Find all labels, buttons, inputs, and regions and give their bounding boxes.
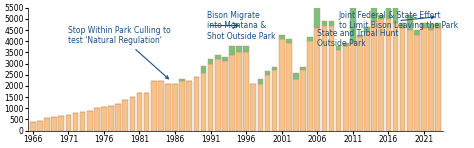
- Bar: [307, 41, 313, 131]
- Bar: [385, 19, 391, 131]
- Bar: [215, 55, 220, 59]
- Bar: [321, 21, 327, 26]
- Bar: [201, 73, 206, 131]
- Bar: [115, 104, 121, 131]
- Bar: [293, 73, 299, 79]
- Bar: [414, 34, 419, 131]
- Bar: [172, 84, 178, 131]
- Bar: [407, 30, 412, 131]
- Text: Bison Migrate
into Montana &
Shot Outside Park: Bison Migrate into Montana & Shot Outsid…: [207, 11, 275, 41]
- Bar: [314, 28, 320, 131]
- Bar: [73, 113, 78, 131]
- Bar: [435, 23, 441, 28]
- Bar: [336, 50, 341, 131]
- Bar: [343, 46, 348, 131]
- Bar: [208, 59, 213, 64]
- Bar: [243, 52, 249, 131]
- Bar: [222, 57, 228, 61]
- Bar: [101, 107, 107, 131]
- Text: Stop Within Park Culling to
test 'Natural Regulation': Stop Within Park Culling to test 'Natura…: [68, 26, 171, 79]
- Text: State and Tribal Hunt
Outside Park: State and Tribal Hunt Outside Park: [317, 29, 399, 48]
- Bar: [378, 16, 384, 19]
- Bar: [65, 115, 71, 131]
- Bar: [257, 79, 263, 84]
- Bar: [400, 28, 405, 131]
- Bar: [193, 77, 199, 131]
- Bar: [279, 34, 284, 39]
- Bar: [186, 81, 192, 131]
- Bar: [37, 121, 43, 131]
- Bar: [129, 97, 135, 131]
- Bar: [279, 39, 284, 131]
- Bar: [229, 55, 235, 131]
- Bar: [272, 70, 277, 131]
- Bar: [165, 84, 171, 131]
- Bar: [264, 71, 270, 75]
- Bar: [51, 117, 57, 131]
- Bar: [343, 44, 348, 46]
- Bar: [350, 8, 356, 44]
- Bar: [137, 93, 142, 131]
- Bar: [44, 118, 50, 131]
- Bar: [229, 46, 235, 55]
- Bar: [371, 5, 377, 21]
- Text: Joint Federal & State Effort
to Limit Bison Leaving the Park: Joint Federal & State Effort to Limit Bi…: [338, 11, 458, 30]
- Bar: [300, 70, 306, 131]
- Bar: [30, 122, 36, 131]
- Bar: [272, 67, 277, 70]
- Bar: [328, 26, 334, 131]
- Bar: [378, 19, 384, 131]
- Bar: [222, 61, 228, 131]
- Bar: [158, 81, 164, 131]
- Bar: [108, 106, 114, 131]
- Bar: [286, 39, 292, 44]
- Bar: [80, 112, 85, 131]
- Bar: [151, 81, 156, 131]
- Bar: [250, 84, 256, 131]
- Bar: [357, 37, 363, 131]
- Bar: [300, 67, 306, 70]
- Bar: [428, 30, 434, 131]
- Bar: [414, 30, 419, 34]
- Bar: [371, 21, 377, 131]
- Bar: [208, 64, 213, 131]
- Bar: [385, 4, 391, 19]
- Bar: [122, 100, 128, 131]
- Bar: [392, 0, 398, 23]
- Bar: [350, 44, 356, 131]
- Bar: [428, 24, 434, 30]
- Bar: [364, 32, 370, 131]
- Bar: [243, 46, 249, 52]
- Bar: [257, 84, 263, 131]
- Bar: [236, 46, 242, 52]
- Bar: [201, 66, 206, 73]
- Bar: [179, 81, 185, 131]
- Bar: [94, 108, 100, 131]
- Bar: [236, 52, 242, 131]
- Bar: [293, 79, 299, 131]
- Bar: [314, 4, 320, 28]
- Bar: [407, 16, 412, 30]
- Bar: [400, 23, 405, 28]
- Bar: [435, 28, 441, 131]
- Bar: [144, 93, 149, 131]
- Bar: [364, 27, 370, 32]
- Bar: [286, 44, 292, 131]
- Bar: [328, 21, 334, 26]
- Bar: [336, 46, 341, 50]
- Bar: [58, 116, 64, 131]
- Bar: [392, 23, 398, 131]
- Bar: [87, 111, 92, 131]
- Bar: [179, 79, 185, 81]
- Bar: [264, 75, 270, 131]
- Bar: [321, 26, 327, 131]
- Bar: [307, 37, 313, 41]
- Bar: [421, 28, 427, 131]
- Bar: [421, 23, 427, 28]
- Bar: [357, 34, 363, 37]
- Bar: [215, 59, 220, 131]
